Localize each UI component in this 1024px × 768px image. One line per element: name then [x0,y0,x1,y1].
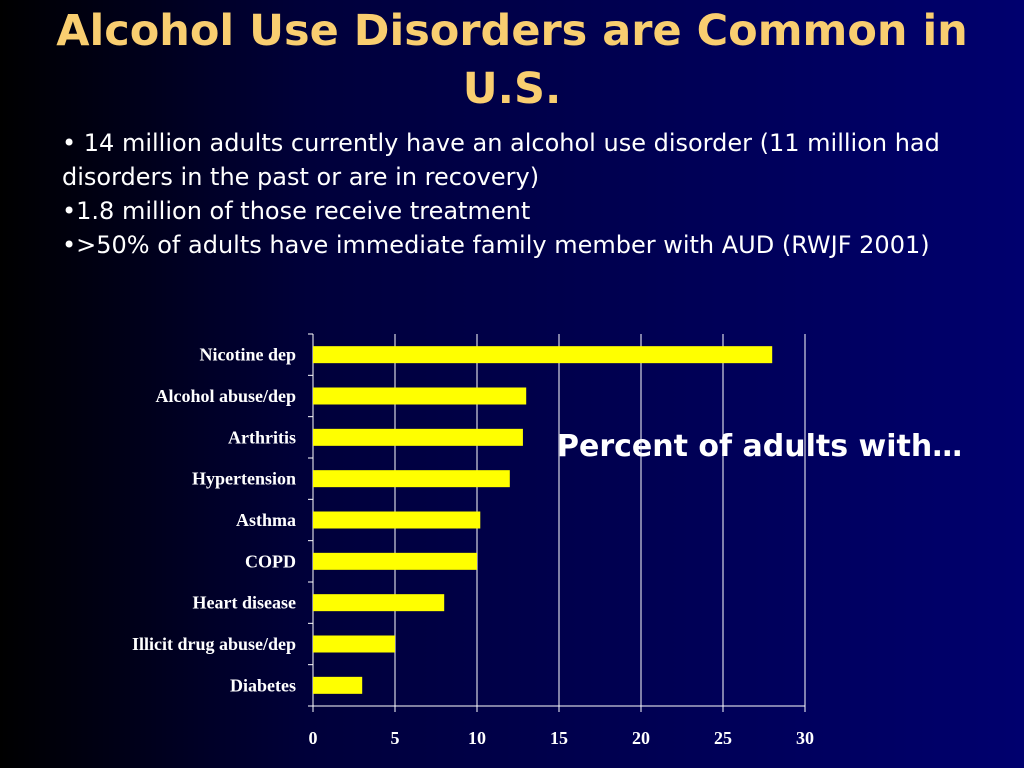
category-label: Heart disease [193,593,296,613]
x-tick-label: 5 [391,728,400,748]
category-label: Diabetes [230,675,296,695]
bar [313,346,773,364]
x-tick-label: 15 [550,728,568,748]
category-label: COPD [245,551,296,571]
bullet-item: •1.8 million of those receive treatment [62,197,531,225]
x-tick-label: 20 [632,728,650,748]
x-tick-label: 25 [714,728,732,748]
category-label: Hypertension [192,469,296,489]
bar [313,470,510,488]
bar [313,635,395,653]
chart-annotation: Percent of adults with… [557,429,963,464]
bar [313,511,481,529]
category-label: Nicotine dep [200,345,297,365]
category-label: Alcohol abuse/dep [155,386,296,406]
x-tick-label: 0 [309,728,318,748]
category-label: Asthma [236,510,296,530]
bar [313,387,527,405]
bullet-item: •>50% of adults have immediate family me… [62,231,930,259]
bullet-list: • 14 million adults currently have an al… [62,126,962,262]
bar [313,552,477,570]
bullet-item: • 14 million adults currently have an al… [62,129,940,191]
bar [313,594,445,612]
x-tick-label: 30 [796,728,814,748]
category-label: Arthritis [228,427,296,447]
x-tick-label: 10 [468,728,486,748]
bar [313,676,363,694]
slide-title: Alcohol Use Disorders are Common in U.S. [56,6,968,114]
bar [313,428,523,446]
category-label: Illicit drug abuse/dep [132,634,296,654]
